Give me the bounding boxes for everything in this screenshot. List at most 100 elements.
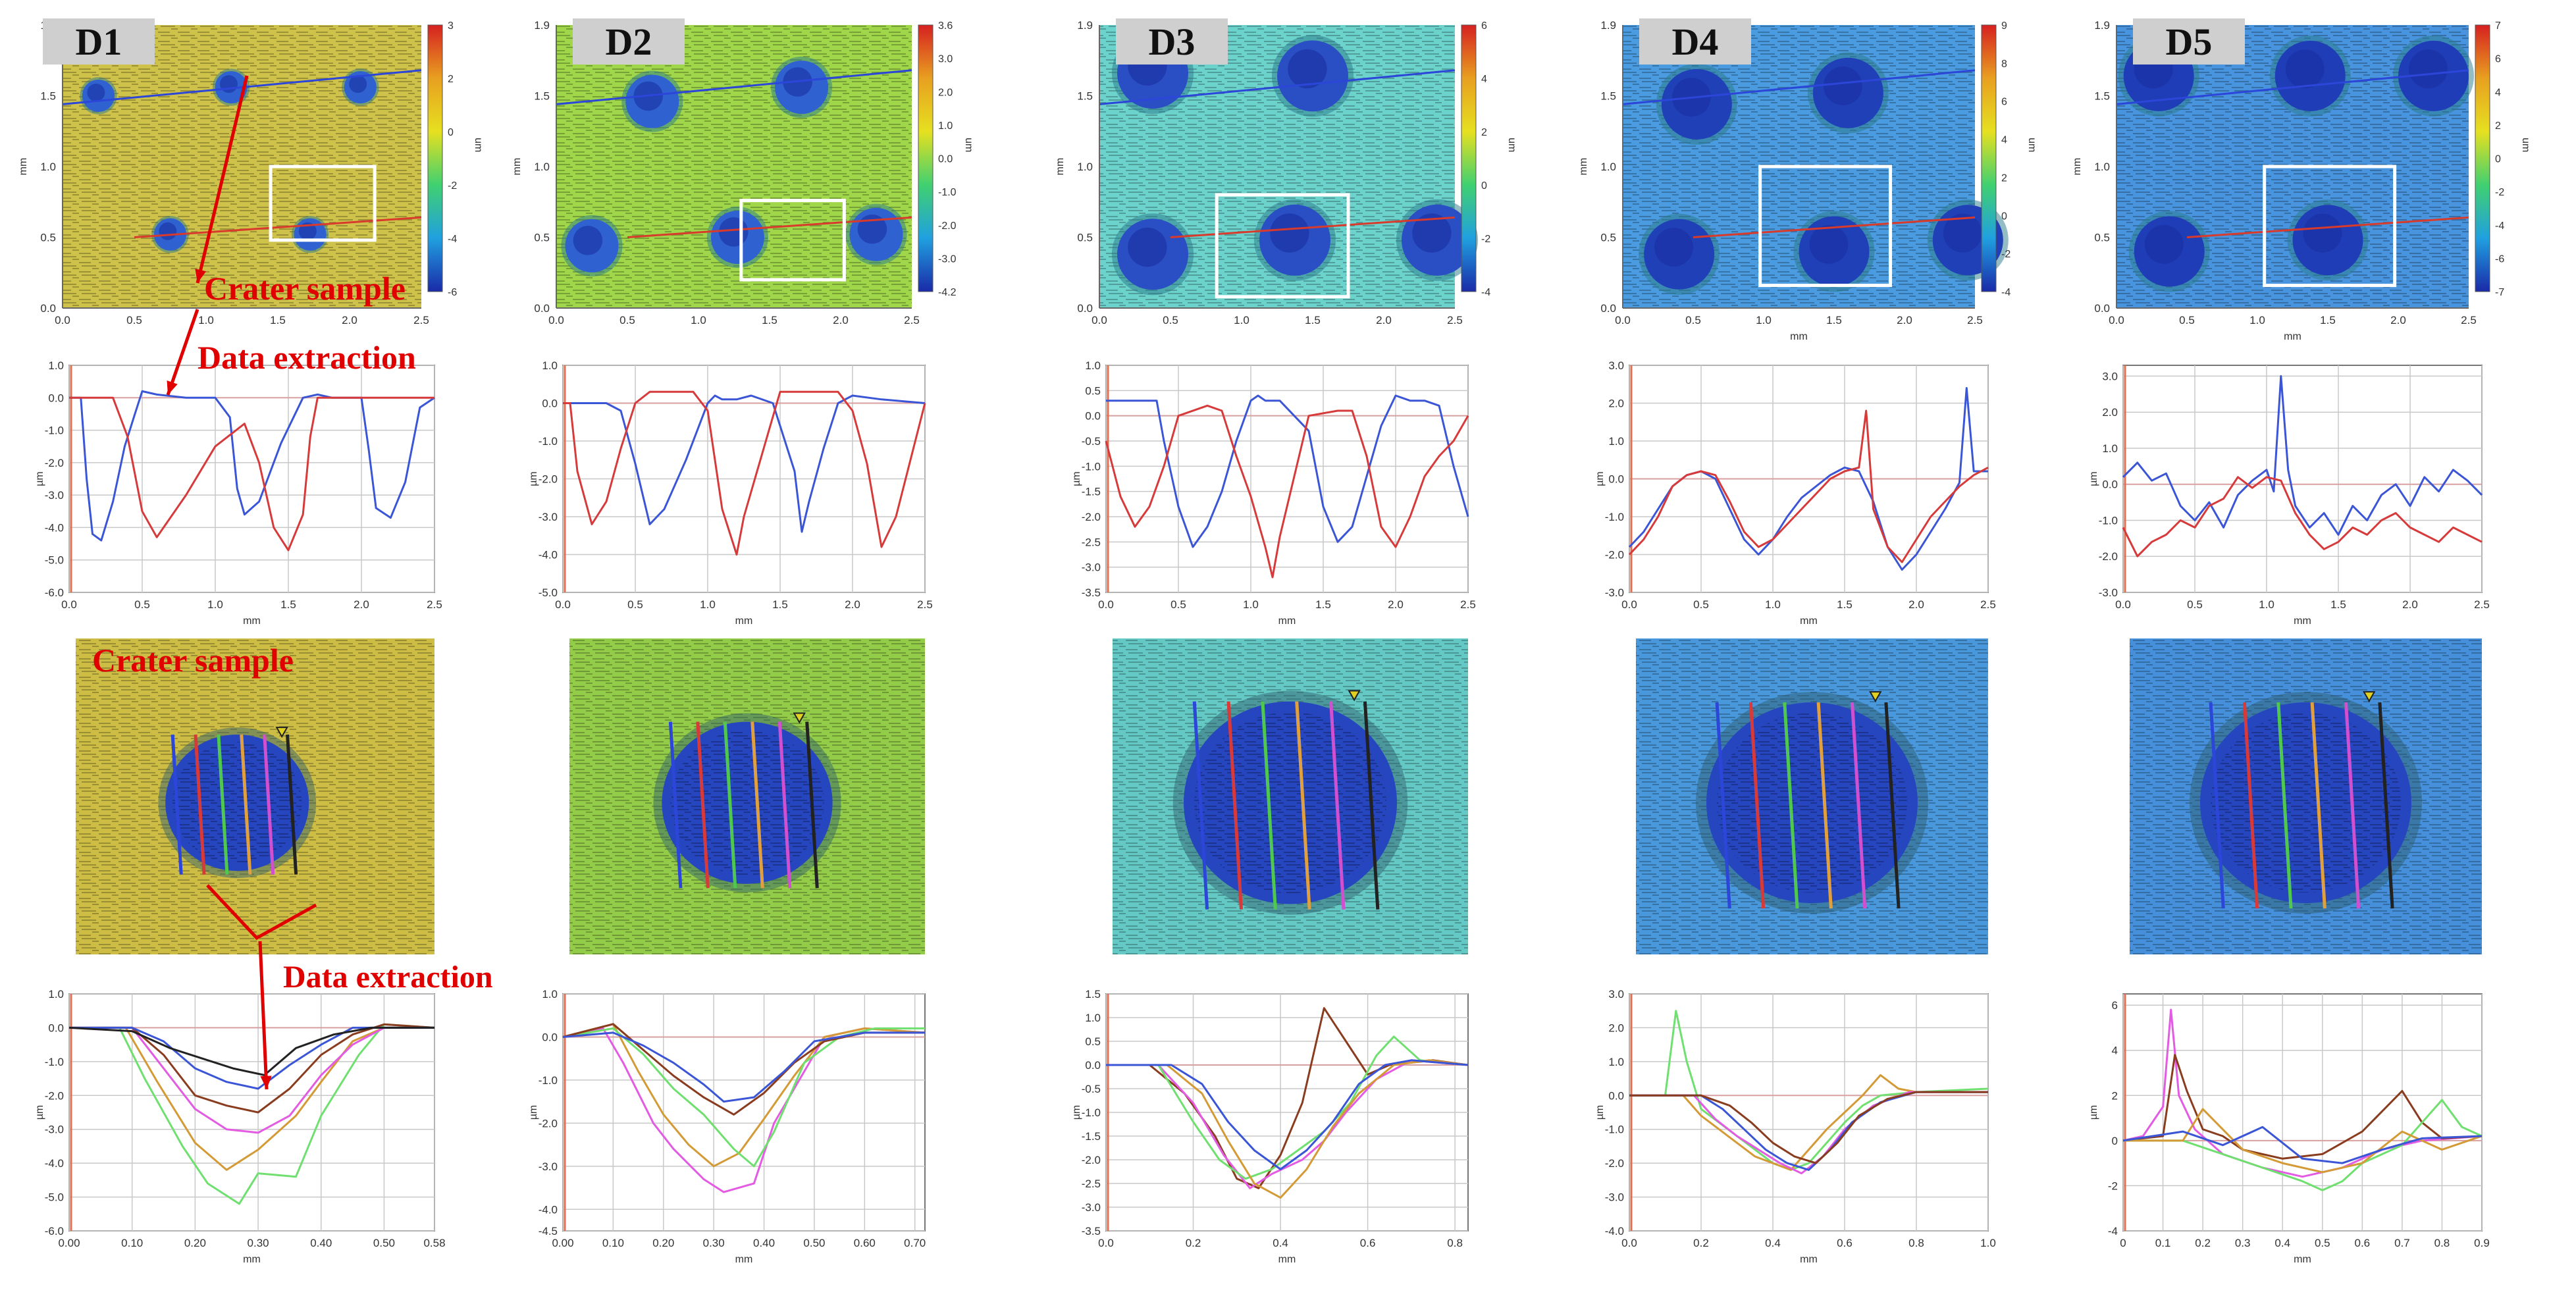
extraction-line [696,721,710,889]
extraction-line [1884,702,1901,909]
y-tick-label: 0.5 [1085,384,1101,397]
map-x-tick-label: 1.0 [1756,314,1772,326]
sample-column-d5: 1.91.51.00.50.00.0 0.5 1.0 1.5 2.0 2.5mmmm764… [2072,18,2531,1265]
annotations: Crater sample Data extraction Crater sampl… [92,75,493,1090]
extraction-line [1329,701,1346,910]
annotation-arrow [258,941,269,1090]
extraction-line [2276,702,2293,909]
series-line-blue [1106,394,1469,548]
extraction-line [2378,702,2394,909]
series-line-blue [69,390,435,542]
x-axis-label: mm [243,1254,261,1265]
y-tick-label: 0.0 [1608,473,1624,486]
x-axis-label: mm [243,615,261,627]
map-y-axis-label: mm [512,158,523,176]
crater-profile-chart: 1.0 0.0 -1.0 -2.0 -3.0 -4.0 -5.0 -6.00.00 0.10 0.… [34,988,446,1265]
x-tick-label: 0.5 [1693,598,1709,611]
y-axis-label: µm [34,1105,45,1120]
x-tick-label: 0.3 [2235,1237,2251,1249]
x-tick-label: 0.6 [2355,1237,2371,1249]
extraction-line [1816,702,1833,909]
y-tick-label: 1.0 [1085,359,1101,372]
y-tick-label: -2.0 [1605,549,1624,561]
y-tick-label: -6.0 [45,1225,64,1237]
x-tick-label: 0.5 [2315,1237,2330,1249]
map-x-tick-label: 0.0 [55,314,70,326]
series-line-pink [1106,1059,1469,1189]
map-x-tick-label: 0.5 [2179,314,2195,326]
extraction-line [217,734,229,875]
crater-core [1943,213,1982,253]
map-x-tick-label: 0.5 [1685,314,1701,326]
map-x-tick-label: 1.5 [2320,314,2336,326]
y-axis-label: µm [2088,1105,2099,1120]
x-tick-label: 0.2 [1186,1237,1201,1249]
y-tick-label: 1.0 [1085,1012,1101,1024]
x-tick-label: 0.0 [1098,1237,1114,1249]
extraction-line [1192,701,1209,910]
colorbar-tick-label: -7 [2495,287,2504,298]
map-x-tick-label: 0.5 [619,314,635,326]
selection-box [739,199,846,282]
colorbar-tick-label: -2 [2495,187,2504,198]
y-tick-label: -2.5 [1082,536,1101,548]
crater-core [573,226,603,255]
x-tick-label: 2.5 [917,598,933,611]
map-x-tick-label: 0.0 [1091,314,1107,326]
x-tick-label: 0.00 [58,1237,80,1249]
series-line-red [1628,409,1989,563]
series-line-blue [1106,1059,1469,1170]
crater-profile-chart: 1.0 0.0 -1.0 -2.0 -3.0 -4.0 -4.50.00 0.10 0.20 0.… [528,988,926,1265]
y-axis-label: µm [1071,471,1082,486]
colorbar-tick-label: -6 [448,287,457,298]
colorbar-unit-label: um [473,138,484,152]
x-tick-label: 1.0 [1243,598,1259,611]
x-tick-label: 1.0 [207,598,223,611]
y-tick-label: 0.0 [1608,1089,1624,1102]
sample-label-box [1116,18,1228,65]
sample-column-d1: 1.91.51.00.50.00.00.51.01.52.02.5mm320-2… [18,18,484,1265]
map-y-tick-label: 0.5 [534,232,550,244]
x-tick-label: 0.60 [854,1237,876,1249]
crater-closeup [1636,638,1988,954]
map-x-tick-label: 1.0 [1234,314,1249,326]
map-y-tick-label: 1.0 [1600,161,1616,173]
series-line-green [69,1023,435,1205]
colorbar-unit-label: um [2520,138,2531,152]
x-tick-label: 2.0 [1908,598,1924,611]
y-tick-label: 0.0 [1085,410,1101,423]
colorbar-tick-label: 6 [2495,54,2501,65]
red-profile-line [627,216,912,238]
y-axis-label: µm [528,471,539,486]
map-y-tick-label: 1.5 [1600,90,1616,103]
colorbar [1461,24,1477,292]
crater-core [2285,49,2325,89]
colorbar-tick-label: -4 [2001,287,2011,298]
crater-texture [670,730,824,875]
y-axis-label: µm [1594,1105,1606,1120]
y-tick-label: 0.0 [1085,1059,1101,1072]
y-axis-label: µm [1071,1105,1082,1120]
x-tick-label: 0.5 [1170,598,1186,611]
marker-triangle-icon [793,712,806,724]
map-y-tick-label: 1.9 [534,19,550,32]
marker-triangle-icon [1869,691,1882,703]
colorbar [2475,24,2490,292]
x-tick-label: 0.00 [552,1237,573,1249]
series-line-red [1105,404,1469,579]
x-tick-label: 0.4 [2274,1237,2290,1249]
blue-profile-line [1622,69,1976,105]
y-tick-label: 6 [2112,999,2118,1012]
y-tick-label: -3.5 [1082,586,1101,599]
annotation-bracket [206,884,317,941]
series-line-blue [2122,1126,2483,1164]
x-tick-label: 1.0 [1980,1237,1996,1249]
colorbar-unit-label: um [1506,138,1517,152]
crater-core [1823,66,1862,105]
crater-core [1809,224,1849,264]
extraction-line [240,734,252,875]
series-line-brown [2122,1054,2483,1160]
colorbar-tick-label: 7 [2495,20,2501,32]
arrow-head-icon [167,380,178,395]
y-tick-label: 0 [2112,1135,2118,1147]
